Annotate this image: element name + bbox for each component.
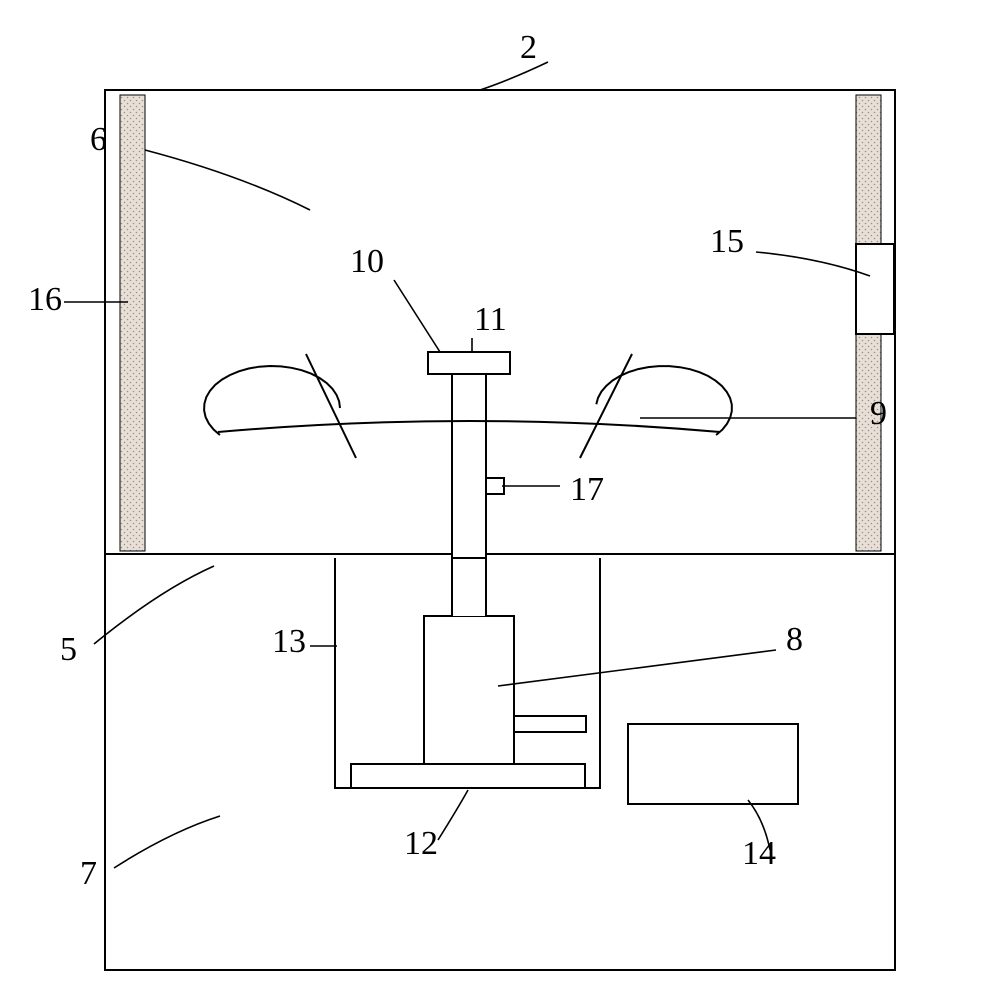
label-2: 2 [520,29,537,66]
sensor-box [856,244,894,334]
label-15: 15 [710,223,744,260]
label-14: 14 [742,835,776,872]
motor-base [351,764,585,788]
label-12: 12 [404,825,438,862]
shaft-cap [428,352,510,374]
label-16: 16 [28,281,62,318]
label-7: 7 [80,855,97,892]
label-8: 8 [786,621,803,658]
label-13: 13 [272,623,306,660]
motor-body [424,616,514,764]
label-17: 17 [570,471,604,508]
controller-box [628,724,798,804]
shaft [452,368,486,558]
label-11: 11 [474,301,507,338]
left-panel [120,95,145,551]
shaft-nub [486,478,504,494]
label-5: 5 [60,631,77,668]
label-9: 9 [870,395,887,432]
motor-side-bar [514,716,586,732]
label-6: 6 [90,121,107,158]
label-10: 10 [350,243,384,280]
